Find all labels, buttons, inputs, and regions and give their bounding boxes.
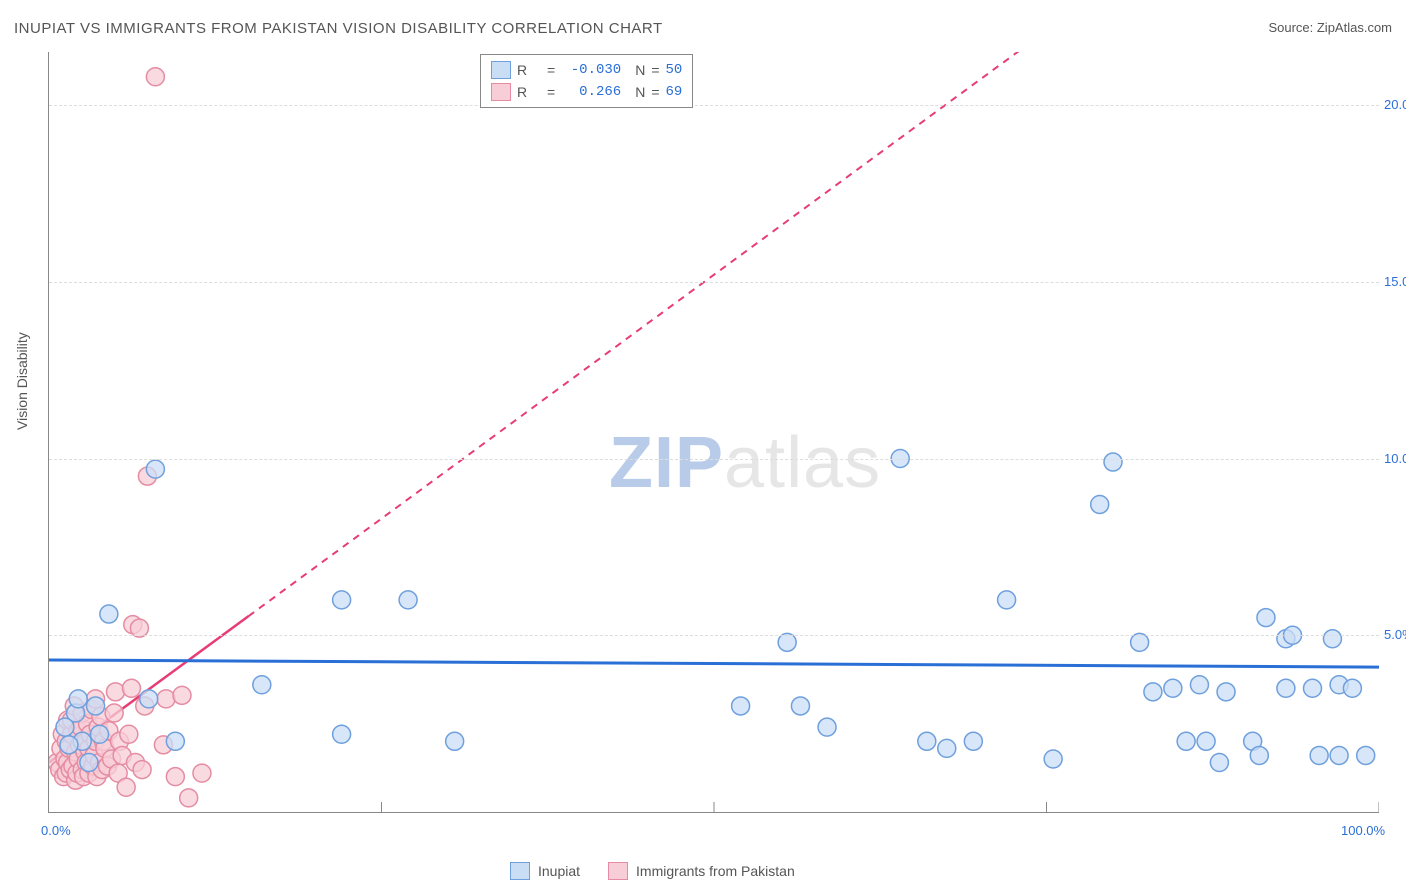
gridline xyxy=(49,105,1379,106)
data-point-blue xyxy=(1310,746,1328,764)
chart-title: INUPIAT VS IMMIGRANTS FROM PAKISTAN VISI… xyxy=(14,20,663,37)
correlation-legend: R= -0.030 N= 50 R= 0.266 N= 69 xyxy=(480,54,693,108)
data-point-pink xyxy=(120,725,138,743)
data-point-blue xyxy=(1177,732,1195,750)
data-point-blue xyxy=(818,718,836,736)
r-label: R xyxy=(517,59,541,81)
data-point-blue xyxy=(69,690,87,708)
y-tick-label: 5.0% xyxy=(1384,627,1406,642)
n-value-blue: 50 xyxy=(666,59,683,81)
y-tick-label: 15.0% xyxy=(1384,274,1406,289)
data-point-blue xyxy=(100,605,118,623)
legend-label-pink: Immigrants from Pakistan xyxy=(636,863,795,879)
data-point-pink xyxy=(107,683,125,701)
swatch-blue xyxy=(510,862,530,880)
x-tick-label: 100.0% xyxy=(1341,823,1385,838)
data-point-blue xyxy=(998,591,1016,609)
data-point-blue xyxy=(1144,683,1162,701)
plot-area: ZIPatlas 5.0%10.0%15.0%20.0%0.0%100.0% xyxy=(48,52,1379,813)
data-point-blue xyxy=(140,690,158,708)
gridline xyxy=(49,459,1379,460)
data-point-blue xyxy=(333,725,351,743)
data-point-blue xyxy=(1091,495,1109,513)
x-tick-label: 0.0% xyxy=(41,823,71,838)
swatch-pink xyxy=(608,862,628,880)
data-point-blue xyxy=(1190,676,1208,694)
gridline xyxy=(49,635,1379,636)
data-point-blue xyxy=(80,754,98,772)
r-value-blue: -0.030 xyxy=(561,59,621,81)
data-point-blue xyxy=(1104,453,1122,471)
legend-row-pink: R= 0.266 N= 69 xyxy=(491,81,682,103)
data-point-blue xyxy=(60,736,78,754)
data-point-pink xyxy=(180,789,198,807)
data-point-blue xyxy=(1164,679,1182,697)
n-value-pink: 69 xyxy=(666,81,683,103)
data-point-blue xyxy=(1257,609,1275,627)
data-point-blue xyxy=(964,732,982,750)
swatch-pink xyxy=(491,83,511,101)
y-axis-label: Vision Disability xyxy=(14,332,30,430)
data-point-blue xyxy=(1217,683,1235,701)
data-point-pink xyxy=(193,764,211,782)
data-point-blue xyxy=(1343,679,1361,697)
data-point-pink xyxy=(105,704,123,722)
swatch-blue xyxy=(491,61,511,79)
scatter-svg xyxy=(49,52,1379,812)
r-label: R xyxy=(517,81,541,103)
data-point-blue xyxy=(333,591,351,609)
data-point-blue xyxy=(1250,746,1268,764)
data-point-blue xyxy=(1357,746,1375,764)
data-point-blue xyxy=(938,739,956,757)
data-point-blue xyxy=(166,732,184,750)
y-tick-label: 10.0% xyxy=(1384,451,1406,466)
data-point-blue xyxy=(146,460,164,478)
data-point-blue xyxy=(91,725,109,743)
data-point-pink xyxy=(146,68,164,86)
data-point-pink xyxy=(133,761,151,779)
data-point-blue xyxy=(253,676,271,694)
data-point-blue xyxy=(399,591,417,609)
data-point-blue xyxy=(1323,630,1341,648)
source-attribution: Source: ZipAtlas.com xyxy=(1268,20,1392,35)
series-legend: Inupiat Immigrants from Pakistan xyxy=(510,862,795,880)
data-point-blue xyxy=(1330,746,1348,764)
gridline xyxy=(49,282,1379,283)
data-point-blue xyxy=(791,697,809,715)
data-point-blue xyxy=(56,718,74,736)
data-point-blue xyxy=(446,732,464,750)
data-point-blue xyxy=(1197,732,1215,750)
data-point-pink xyxy=(117,778,135,796)
data-point-pink xyxy=(166,768,184,786)
data-point-blue xyxy=(1210,754,1228,772)
data-point-blue xyxy=(1304,679,1322,697)
data-point-pink xyxy=(122,679,140,697)
legend-row-blue: R= -0.030 N= 50 xyxy=(491,59,682,81)
n-label: N xyxy=(635,59,645,81)
data-point-blue xyxy=(1277,679,1295,697)
data-point-pink xyxy=(157,690,175,708)
n-label: N xyxy=(635,81,645,103)
y-tick-label: 20.0% xyxy=(1384,97,1406,112)
data-point-blue xyxy=(732,697,750,715)
legend-label-blue: Inupiat xyxy=(538,863,580,879)
data-point-blue xyxy=(1044,750,1062,768)
data-point-blue xyxy=(918,732,936,750)
data-point-pink xyxy=(173,686,191,704)
data-point-blue xyxy=(87,697,105,715)
r-value-pink: 0.266 xyxy=(561,81,621,103)
